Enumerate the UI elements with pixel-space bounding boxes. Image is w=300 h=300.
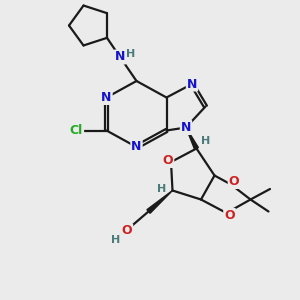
Text: O: O	[163, 154, 173, 167]
Text: N: N	[187, 77, 197, 91]
Text: H: H	[111, 235, 120, 245]
Text: N: N	[115, 50, 125, 64]
Text: O: O	[229, 175, 239, 188]
Text: H: H	[202, 136, 211, 146]
Text: H: H	[158, 184, 166, 194]
Polygon shape	[147, 190, 172, 213]
Text: H: H	[126, 49, 135, 59]
Text: N: N	[131, 140, 142, 154]
Text: N: N	[181, 121, 191, 134]
Text: O: O	[122, 224, 132, 238]
Text: N: N	[101, 91, 112, 104]
Polygon shape	[186, 128, 198, 149]
Text: O: O	[224, 209, 235, 222]
Text: Cl: Cl	[70, 124, 83, 137]
